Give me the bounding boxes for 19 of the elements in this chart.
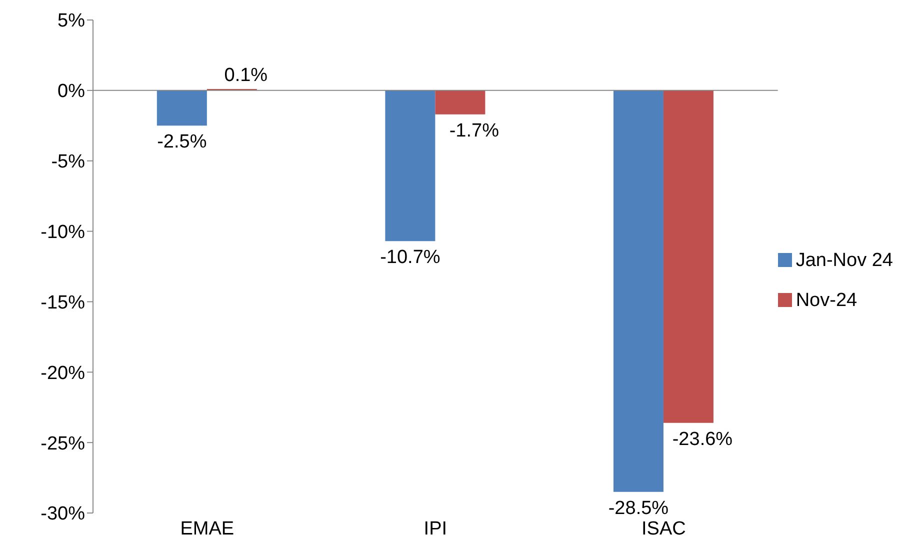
y-tick-label: -5% (51, 152, 86, 173)
data-label: -28.5% (608, 498, 669, 519)
legend-label: Nov-24 (796, 290, 858, 310)
data-label: -2.5% (157, 132, 207, 153)
y-tick-label: -20% (40, 362, 86, 384)
data-label: -1.7% (449, 120, 500, 142)
legend-label: Jan-Nov 24 (796, 250, 893, 270)
y-tick-label: -25% (40, 433, 86, 454)
data-label: -10.7% (380, 247, 440, 268)
x-tick-label: IPI (424, 518, 448, 540)
y-tick-label: 5% (58, 10, 86, 32)
y-tick-label: 0% (58, 81, 86, 102)
data-label: -23.6% (672, 428, 733, 450)
y-tick-label: -30% (40, 504, 86, 525)
x-tick-label: ISAC (642, 518, 686, 540)
x-tick-label: EMAE (180, 518, 234, 540)
y-tick-label: -15% (40, 292, 86, 314)
y-tick-label: -10% (40, 222, 86, 244)
data-label: 0.1% (224, 65, 268, 86)
